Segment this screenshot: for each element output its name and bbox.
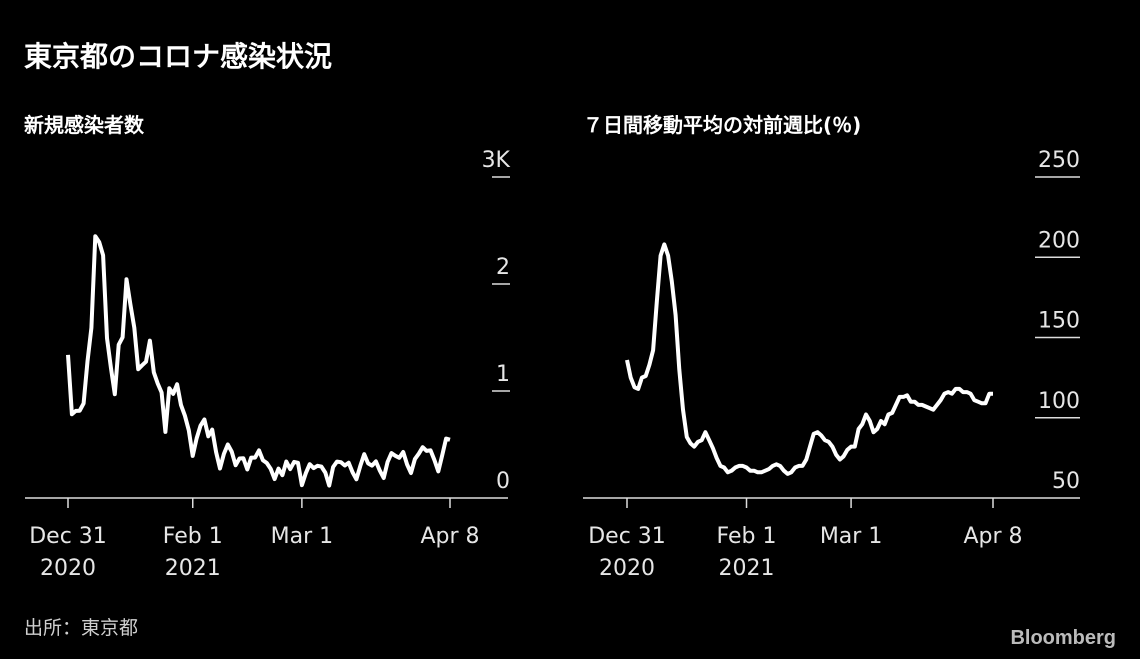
y-tick-label: 2 xyxy=(496,255,510,280)
x-tick-label: Feb 1 xyxy=(717,524,777,549)
source: 出所：東京都 xyxy=(24,617,138,639)
y-tick-label: 250 xyxy=(1038,148,1080,173)
y-tick-label: 3K xyxy=(482,148,511,173)
chart-title: ７日間移動平均の対前週比(％) xyxy=(583,113,861,137)
line xyxy=(625,242,993,476)
x-tick-label: Apr 8 xyxy=(963,524,1022,549)
x-tick-label: 2021 xyxy=(719,556,775,581)
line xyxy=(66,234,451,488)
x-tick-label: Feb 1 xyxy=(163,524,223,549)
y-tick-label: 0 xyxy=(496,469,510,494)
logo: Bloomberg xyxy=(1010,627,1116,649)
x-tick-label: Apr 8 xyxy=(420,524,479,549)
chart-title: 新規感染者数 xyxy=(24,113,145,137)
y-tick-label: 200 xyxy=(1038,228,1080,253)
x-tick-label: Mar 1 xyxy=(271,524,334,549)
y-tick-label: 150 xyxy=(1038,309,1080,334)
y-tick-label: 50 xyxy=(1052,469,1080,494)
x-tick-label: 2021 xyxy=(165,556,221,581)
x-tick-label: 2020 xyxy=(599,556,655,581)
x-tick-label: Dec 31 xyxy=(29,524,107,549)
y-tick-label: 100 xyxy=(1038,389,1080,414)
x-tick-label: Mar 1 xyxy=(820,524,883,549)
page-title: 東京都のコロナ感染状況 xyxy=(24,40,332,73)
x-tick-label: Dec 31 xyxy=(588,524,666,549)
y-tick-label: 1 xyxy=(496,362,510,387)
x-tick-label: 2020 xyxy=(40,556,96,581)
